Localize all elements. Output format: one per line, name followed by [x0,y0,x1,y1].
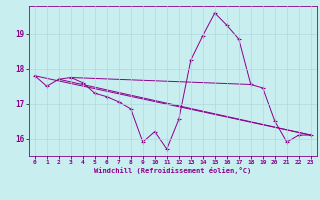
X-axis label: Windchill (Refroidissement éolien,°C): Windchill (Refroidissement éolien,°C) [94,167,252,174]
